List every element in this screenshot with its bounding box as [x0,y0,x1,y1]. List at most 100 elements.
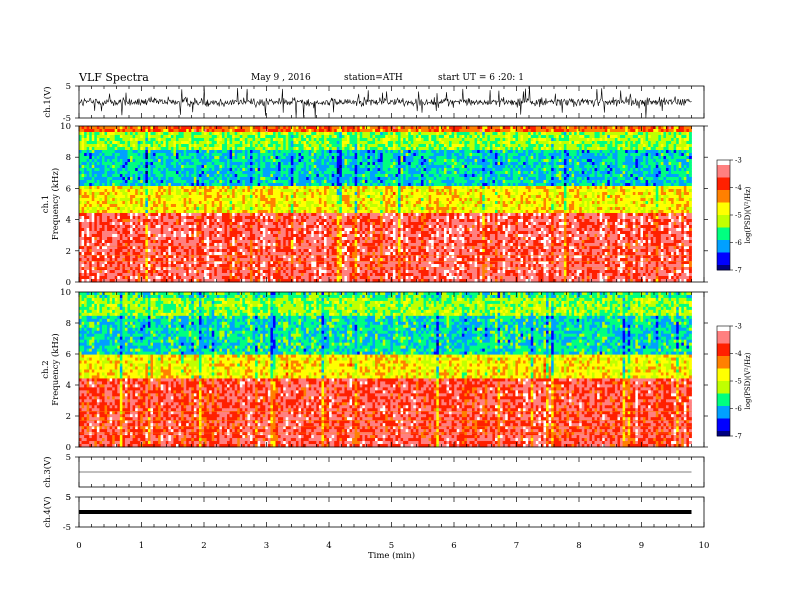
spectrogram-cell [97,147,100,150]
spectrogram-cell [592,135,595,138]
spectrogram-cell [281,144,284,147]
spectrogram-cell [663,150,666,153]
spectrogram-cell [194,135,197,138]
spectrogram-cell [115,144,118,147]
spectrogram-cell [92,153,95,156]
spectrogram-cell [94,156,97,159]
spectrogram-cell [561,150,564,153]
spectrogram-cell [278,144,281,147]
spectrogram-cell [253,168,256,171]
spectrogram-cell [288,153,291,156]
spectrogram-cell [467,129,470,132]
spectrogram-cell [416,162,419,165]
spectrogram-cell [669,174,672,177]
spectrogram-cell [615,153,618,156]
spectrogram-cell [135,180,138,183]
spectrogram-cell [237,153,240,156]
spectrogram-cell [439,171,442,174]
spectrogram-cell [477,135,480,138]
spectrogram-cell [600,129,603,132]
spectrogram-cell [462,174,465,177]
spectrogram-cell [171,174,174,177]
spectrogram-cell [350,153,353,156]
spectrogram-cell [99,153,102,156]
spectrogram-cell [436,135,439,138]
spectrogram-cell [523,177,526,180]
spectrogram-cell [546,165,549,168]
spectrogram-cell [324,165,327,168]
spectrogram-cell [202,165,205,168]
spectrogram-cell [342,159,345,162]
spectrogram-cell [498,153,501,156]
spectrogram-cell [510,150,513,153]
spectrogram-cell [592,126,595,129]
spectrogram-cell [457,153,460,156]
spectrogram-cell [265,171,268,174]
spectrogram-cell [408,150,411,153]
spectrogram-cell [485,135,488,138]
spectrogram-cell [388,132,391,135]
spectrogram-cell [268,177,271,180]
spectrogram-cell [125,150,128,153]
spectrogram-cell [250,171,253,174]
spectrogram-cell [163,165,166,168]
spectrogram-cell [319,138,322,141]
spectrogram-cell [242,180,245,183]
spectrogram-cell [253,153,256,156]
spectrogram-cell [434,135,437,138]
spectrogram-cell [301,183,304,186]
spectrogram-cell [467,174,470,177]
spectrogram-cell [582,159,585,162]
spectrogram-cell [436,162,439,165]
spectrogram-cell [372,183,375,186]
spectrogram-cell [265,141,268,144]
spectrogram-cell [301,126,304,129]
spectrogram-cell [324,141,327,144]
spectrogram-cell [551,153,554,156]
spectrogram-cell [209,153,212,156]
spectrogram-cell [395,147,398,150]
spectrogram-cell [92,144,95,147]
spectrogram-cell [156,150,159,153]
spectrogram-cell [176,138,179,141]
spectrogram-cell [87,186,90,189]
spectrogram-cell [464,162,467,165]
spectrogram-cell [431,159,434,162]
spectrogram-cell [510,135,513,138]
spectrogram-cell [503,150,506,153]
spectrogram-cell [334,150,337,153]
spectrogram-cell [577,174,580,177]
spectrogram-cell [676,135,679,138]
spectrogram-cell [556,177,559,180]
spectrogram-cell [592,165,595,168]
spectrogram-cell [306,177,309,180]
spectrogram-cell [189,129,192,132]
spectrogram-cell [276,159,279,162]
spectrogram-cell [273,162,276,165]
spectrogram-cell [587,141,590,144]
spectrogram-cell [612,147,615,150]
spectrogram-cell [467,132,470,135]
spectrogram-cell [630,156,633,159]
spectrogram-cell [577,156,580,159]
spectrogram-cell [569,156,572,159]
spectrogram-cell [84,165,87,168]
spectrogram-cell [306,147,309,150]
spectrogram-cell [531,156,534,159]
spectrogram-cell [173,141,176,144]
spectrogram-cell [651,147,654,150]
spectrogram-cell [135,165,138,168]
spectrogram-cell [337,162,340,165]
spectrogram-cell [564,177,567,180]
spectrogram-cell [105,147,108,150]
spectrogram-cell [214,147,217,150]
spectrogram-cell [429,159,432,162]
spectrogram-cell [117,135,120,138]
spectrogram-cell [339,153,342,156]
spectrogram-cell [148,126,151,129]
spectrogram-cell [344,135,347,138]
spectrogram-cell [686,141,689,144]
spectrogram-cell [148,165,151,168]
spectrogram-cell [625,153,628,156]
spectrogram-cell [79,162,82,165]
